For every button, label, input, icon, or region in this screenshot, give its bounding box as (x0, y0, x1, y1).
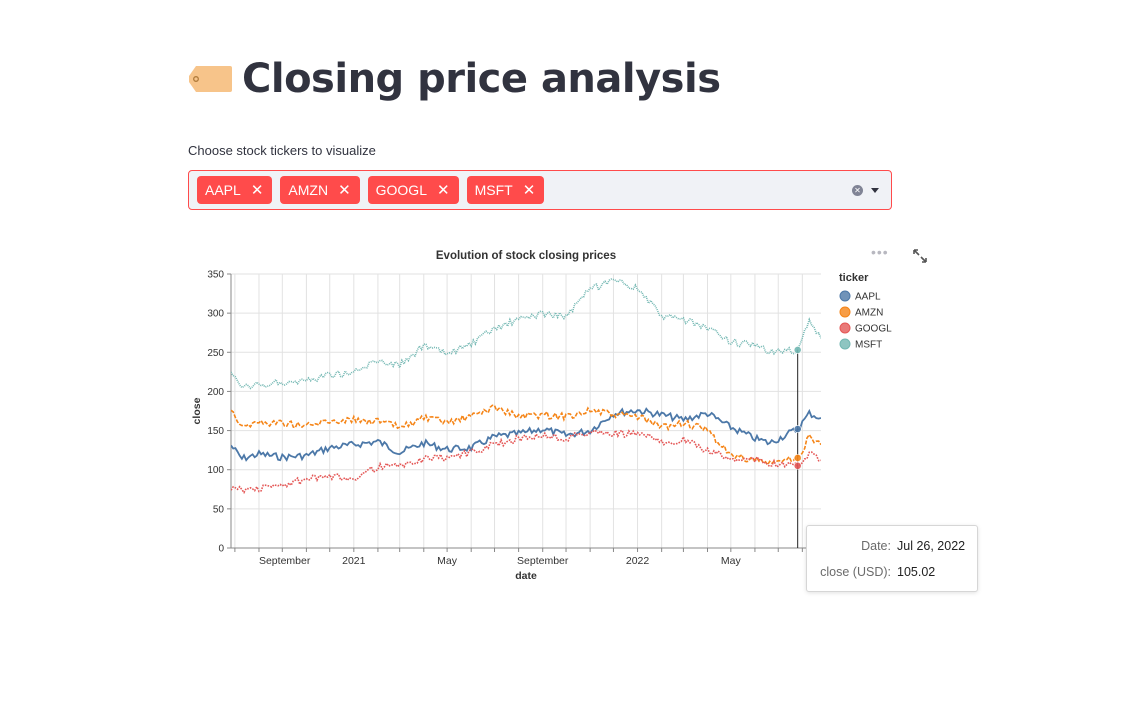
tooltip-date-row: Date: Jul 26, 2022 (807, 539, 977, 553)
y-tick-label: 50 (213, 504, 225, 515)
hover-point-msft (793, 346, 802, 354)
fullscreen-icon[interactable] (912, 248, 928, 264)
legend-symbol-msft (839, 338, 851, 350)
y-tick-label: 250 (207, 348, 224, 359)
remove-chip-icon[interactable]: ✕ (522, 181, 536, 199)
chart-menu-icon[interactable]: ••• (871, 244, 889, 260)
chip-label: GOOGL (375, 182, 427, 198)
series-line-googl (231, 428, 821, 494)
remove-chip-icon[interactable]: ✕ (437, 181, 450, 199)
y-tick-label: 100 (207, 465, 224, 476)
clear-all-icon[interactable]: ✕ (852, 185, 863, 196)
x-tick-label: 2021 (342, 555, 366, 567)
chart-title: Evolution of stock closing prices (436, 250, 616, 262)
x-tick-label: September (259, 555, 311, 567)
hover-point-amzn (793, 454, 802, 462)
legend-label-msft: MSFT (855, 340, 882, 351)
page-title: Closing price analysis (242, 56, 721, 102)
remove-chip-icon[interactable]: ✕ (338, 181, 351, 199)
chart-tooltip: Date: Jul 26, 2022 close (USD): 105.02 (806, 525, 978, 592)
legend-symbol-googl (839, 322, 851, 334)
y-axis-title: close (191, 397, 203, 424)
y-tick-label: 150 (207, 426, 224, 437)
legend-label-amzn: AMZN (855, 308, 883, 319)
tooltip-value-label: close (USD): (820, 565, 891, 579)
chip-msft: MSFT ✕ (466, 176, 545, 204)
chip-amzn: AMZN ✕ (280, 176, 360, 204)
y-tick-label: 300 (207, 309, 224, 320)
x-tick-label: 2022 (626, 555, 650, 567)
series-line-msft (231, 278, 821, 390)
remove-chip-icon[interactable]: ✕ (250, 181, 264, 199)
title-row: Closing price analysis (188, 56, 721, 102)
tooltip-date-value: Jul 26, 2022 (897, 539, 966, 553)
hover-point-aapl (793, 425, 802, 433)
chip-label: AAPL (205, 182, 241, 198)
legend-symbol-amzn (839, 306, 851, 318)
y-tick-label: 350 (207, 270, 224, 281)
legend-title: ticker (839, 272, 869, 284)
tooltip-value-value: 105.02 (897, 565, 936, 579)
tooltip-value-row: close (USD): 105.02 (807, 565, 977, 579)
hover-point-googl (793, 461, 802, 470)
chip-label: AMZN (288, 182, 329, 198)
legend-label-googl: GOOGL (855, 324, 892, 335)
chevron-down-icon[interactable] (871, 188, 879, 193)
legend-label-aapl: AAPL (855, 292, 881, 303)
y-tick-label: 200 (207, 387, 224, 398)
multiselect-label: Choose stock tickers to visualize (188, 143, 376, 158)
y-tick-label: 0 (218, 544, 224, 555)
series-line-amzn (231, 404, 821, 467)
x-tick-label: May (437, 555, 458, 567)
x-tick-label: May (721, 555, 742, 567)
chip-aapl: AAPL ✕ (197, 176, 273, 204)
x-tick-label: September (517, 555, 569, 567)
ticker-multiselect[interactable]: AAPL ✕ AMZN ✕ GOOGL ✕ MSFT ✕ ✕ (188, 170, 892, 210)
series-line-aapl (231, 407, 821, 463)
tooltip-date-label: Date: (861, 539, 891, 553)
legend-symbol-aapl (839, 290, 851, 302)
chip-label: MSFT (474, 182, 513, 198)
price-tag-icon (189, 66, 232, 92)
chip-googl: GOOGL ✕ (367, 176, 459, 204)
x-axis-title: date (515, 570, 537, 582)
